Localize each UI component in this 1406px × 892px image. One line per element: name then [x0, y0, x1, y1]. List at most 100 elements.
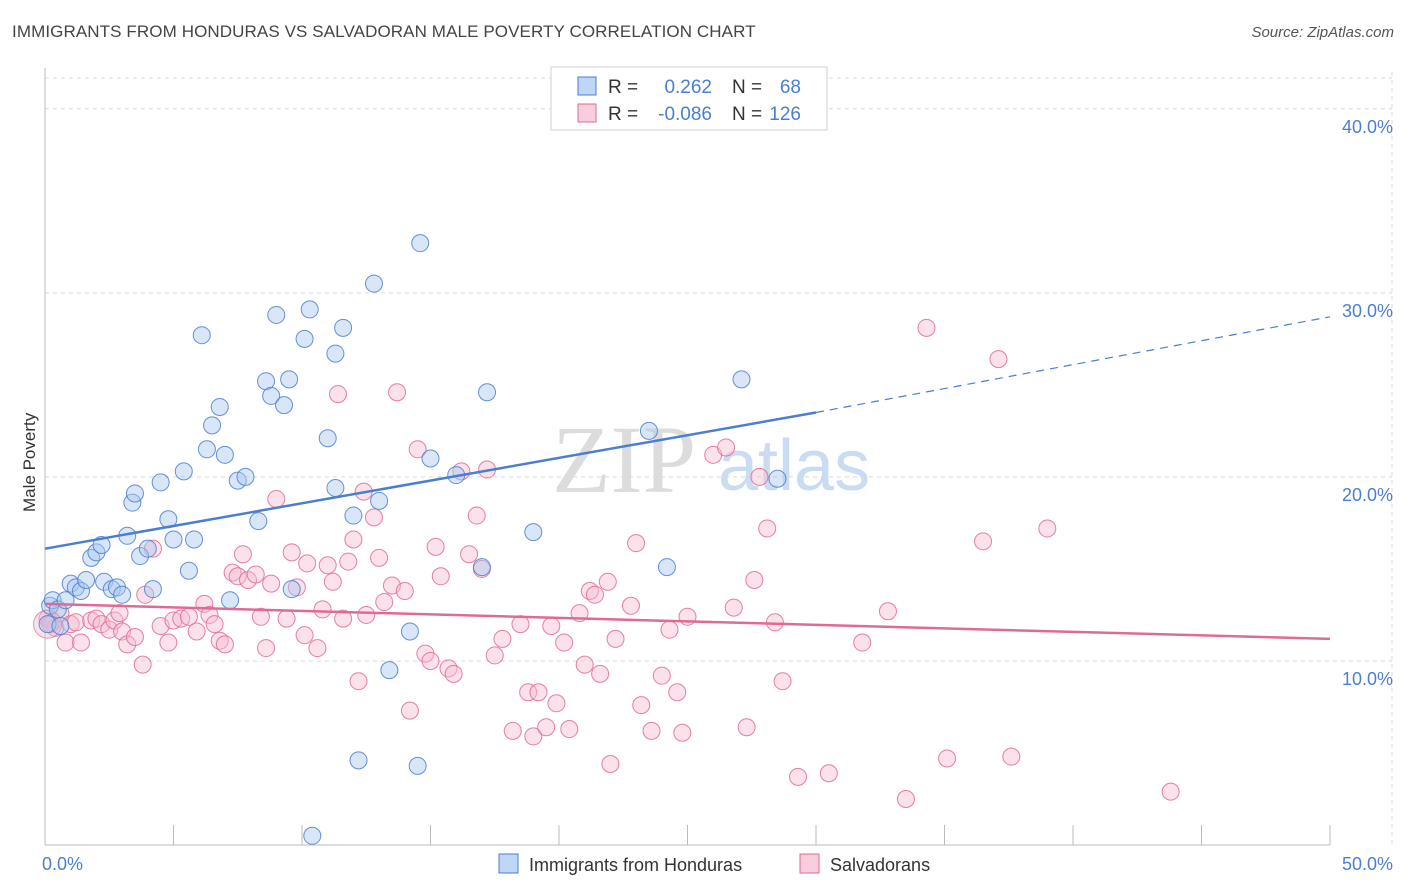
salvadorans-point-53 — [349, 672, 368, 691]
salvadorans-point-112 — [773, 672, 792, 691]
salvadorans-point-75 — [485, 646, 504, 665]
salvadorans-point-48 — [323, 572, 342, 591]
salvadorans-point-113 — [789, 767, 808, 786]
salvadorans-point-17 — [133, 655, 152, 674]
honduras-point-37 — [249, 512, 268, 531]
honduras-point-43 — [282, 580, 301, 599]
salvadorans-point-120 — [974, 532, 993, 551]
salvadorans-point-4 — [56, 633, 75, 652]
salvadorans-points — [33, 318, 1180, 808]
honduras-point-57 — [411, 234, 430, 253]
legend-r-label-salvadorans: R = — [608, 104, 638, 125]
legend-r-value-salvadorans: -0.086 — [658, 104, 712, 125]
salvadorans-point-32 — [228, 567, 247, 586]
honduras-point-67 — [768, 469, 787, 488]
honduras-point-25 — [164, 530, 183, 549]
correlation-legend: R = 0.262 N = 68 R = -0.086 N = 126 — [550, 66, 828, 131]
salvadorans-point-76 — [493, 629, 512, 648]
salvadorans-point-35 — [246, 565, 265, 584]
salvadorans-point-79 — [519, 683, 538, 702]
honduras-point-46 — [303, 826, 322, 845]
honduras-point-54 — [370, 491, 389, 510]
salvadorans-point-95 — [621, 596, 640, 615]
salvadorans-point-97 — [632, 696, 651, 715]
honduras-point-48 — [326, 344, 345, 363]
salvadorans-point-93 — [601, 755, 620, 774]
honduras-point-55 — [380, 661, 399, 680]
honduras-point-40 — [267, 305, 286, 324]
salvadorans-point-47 — [318, 556, 337, 575]
legend-n-value-salvadorans: 126 — [769, 104, 801, 125]
salvadorans-point-15 — [118, 635, 137, 654]
salvadorans-point-36 — [251, 607, 270, 626]
legend-r-label-honduras: R = — [608, 77, 638, 98]
honduras-trend-extension — [815, 316, 1331, 414]
salvadorans-trend-line — [44, 602, 1331, 641]
y-tick-label-1: 20.0% — [1342, 485, 1393, 505]
salvadorans-point-16 — [125, 628, 144, 647]
honduras-point-31 — [197, 440, 216, 459]
y-tick-label-3: 40.0% — [1342, 117, 1393, 137]
honduras-point-63 — [524, 523, 543, 542]
honduras-point-34 — [221, 591, 240, 610]
honduras-point-66 — [732, 370, 751, 389]
salvadorans-point-72 — [467, 506, 486, 525]
honduras-point-7 — [66, 578, 85, 597]
salvadorans-point-37 — [257, 639, 276, 658]
salvadorans-point-29 — [210, 631, 229, 650]
salvadorans-point-50 — [334, 609, 353, 628]
watermark: ZIP atlas — [552, 406, 870, 513]
salvadorans-point-28 — [205, 615, 224, 634]
salvadorans-point-119 — [938, 749, 957, 768]
y-tick-label-2: 30.0% — [1342, 301, 1393, 321]
salvadorans-point-31 — [223, 563, 242, 582]
salvadorans-point-57 — [370, 548, 389, 567]
grid-lines — [45, 72, 1393, 845]
salvadorans-point-86 — [560, 720, 579, 739]
salvadorans-point-114 — [819, 764, 838, 783]
salvadorans-point-38 — [262, 574, 281, 593]
honduras-point-59 — [421, 449, 440, 468]
salvadorans-point-9 — [87, 609, 106, 628]
salvadorans-point-115 — [853, 633, 872, 652]
honduras-point-16 — [113, 585, 132, 604]
salvadorans-point-51 — [339, 552, 358, 571]
salvadorans-point-84 — [547, 694, 566, 713]
legend-r-value-honduras: 0.262 — [664, 77, 712, 98]
honduras-point-21 — [138, 539, 157, 558]
salvadorans-point-91 — [591, 664, 610, 683]
salvadorans-point-101 — [668, 683, 687, 702]
honduras-point-39 — [262, 386, 281, 405]
salvadorans-point-33 — [233, 545, 252, 564]
salvadorans-point-118 — [917, 318, 936, 337]
salvadorans-point-13 — [110, 604, 129, 623]
legend-box — [550, 66, 828, 131]
salvadorans-point-94 — [606, 629, 625, 648]
salvadorans-point-30 — [215, 635, 234, 654]
honduras-point-12 — [92, 536, 111, 555]
honduras-point-28 — [179, 561, 198, 580]
salvadorans-point-96 — [627, 534, 646, 553]
trend-lines — [44, 316, 1331, 641]
salvadorans-point-77 — [503, 721, 522, 740]
salvadorans-point-58 — [375, 593, 394, 612]
honduras-trend-line — [44, 411, 817, 550]
x-tick-label-max: 50.0% — [1342, 854, 1393, 874]
honduras-point-52 — [349, 751, 368, 770]
honduras-point-9 — [77, 570, 96, 589]
salvadorans-point-71 — [460, 545, 479, 564]
honduras-point-44 — [295, 329, 314, 348]
salvadorans-point-89 — [580, 582, 599, 601]
salvadorans-point-52 — [344, 530, 363, 549]
salvadorans-point-27 — [200, 605, 219, 624]
salvadorans-point-98 — [642, 721, 661, 740]
honduras-point-65 — [657, 558, 676, 577]
axes — [44, 68, 1331, 846]
honduras-point-30 — [203, 416, 222, 435]
salvadorans-point-124 — [1161, 782, 1180, 801]
salvadorans-point-45 — [308, 639, 327, 658]
salvadorans-point-25 — [187, 622, 206, 641]
salvadorans-point-56 — [364, 508, 383, 527]
salvadorans-point-67 — [431, 567, 450, 586]
